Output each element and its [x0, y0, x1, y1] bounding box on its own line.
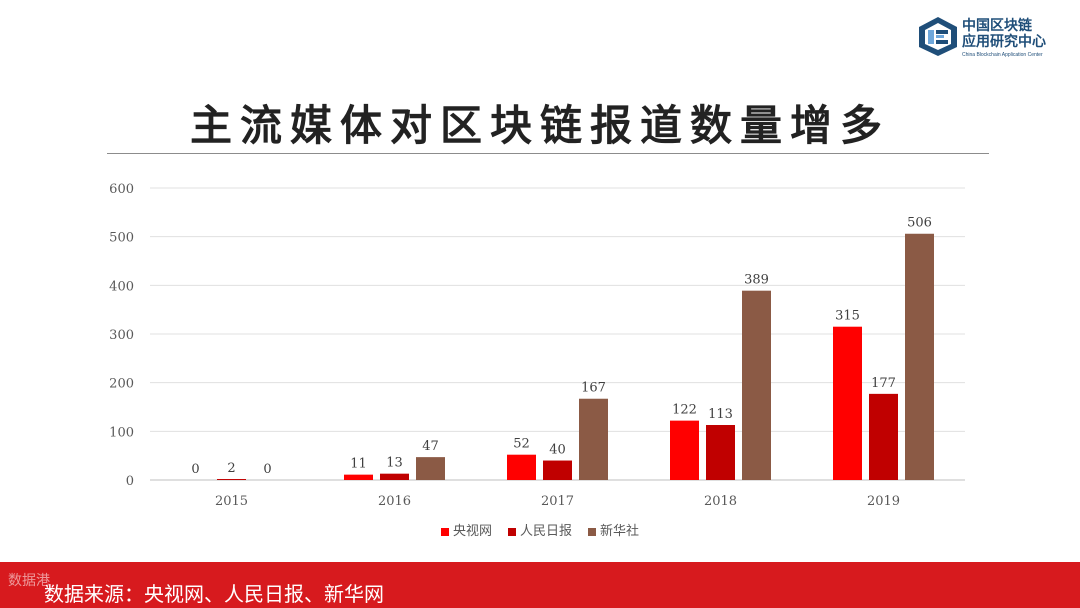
- bar: [579, 398, 608, 480]
- logo-english: China Blockchain Application Center: [962, 52, 1043, 58]
- data-source-text: 数据来源：央视网、人民日报、新华网: [44, 582, 384, 606]
- data-label: 2: [227, 461, 235, 476]
- x-tick-label: 2018: [704, 494, 737, 509]
- logo-line-2: 应用研究中心: [962, 34, 1046, 50]
- data-label: 506: [907, 216, 932, 231]
- bar: [507, 454, 536, 480]
- chart-legend: 央视网 人民日报 新华社: [0, 520, 1080, 539]
- x-tick-label: 2015: [215, 494, 248, 509]
- data-label: 167: [581, 381, 606, 396]
- bar: [905, 233, 934, 480]
- bar: [543, 460, 572, 480]
- data-label: 40: [549, 443, 566, 458]
- data-label: 11: [350, 457, 367, 472]
- bar: [869, 393, 898, 480]
- legend-label: 央视网: [452, 524, 492, 539]
- data-label: 122: [672, 403, 697, 418]
- data-label: 0: [263, 462, 271, 477]
- y-tick-label: 200: [109, 377, 134, 392]
- legend-swatch: [588, 527, 596, 536]
- bar: [380, 473, 409, 480]
- data-label: 52: [513, 437, 530, 452]
- y-tick-label: 100: [109, 425, 134, 440]
- data-label: 389: [744, 273, 769, 288]
- bar: [217, 479, 246, 480]
- data-label: 13: [386, 456, 403, 471]
- bar: [344, 474, 373, 480]
- y-tick-label: 300: [109, 328, 134, 343]
- x-tick-label: 2016: [378, 494, 411, 509]
- y-tick-label: 500: [109, 231, 134, 246]
- bar: [706, 425, 735, 480]
- legend-item: 央视网: [440, 520, 492, 539]
- y-tick-label: 400: [109, 279, 134, 294]
- bar: [833, 326, 862, 480]
- footer-bar: [0, 562, 1080, 608]
- bar: [670, 420, 699, 480]
- watermark: 数据港: [8, 573, 50, 589]
- legend-swatch: [440, 527, 449, 536]
- bar-chart: 0 100 200 300 400 500 600 2015 0 2 0 2016 11 13 47 2017…: [109, 182, 965, 509]
- legend-swatch: [507, 527, 516, 536]
- x-tick-label: 2019: [867, 494, 900, 509]
- legend-item: 新华社: [588, 520, 639, 539]
- data-label: 315: [835, 309, 860, 324]
- logo-mark-icon: [919, 17, 957, 56]
- logo-line-1: 中国区块链: [962, 18, 1032, 34]
- y-tick-label: 600: [109, 182, 134, 197]
- x-tick-label: 2017: [541, 494, 574, 509]
- bar: [742, 290, 771, 480]
- data-label: 47: [422, 439, 439, 454]
- logo-text: 中国区块链 应用研究中心: [962, 18, 1062, 50]
- legend-label: 人民日报: [519, 524, 572, 539]
- legend-label: 新华社: [600, 524, 640, 539]
- data-label: 0: [191, 462, 199, 477]
- y-tick-label: 0: [126, 474, 134, 489]
- data-label: 113: [708, 407, 733, 422]
- bar: [416, 457, 445, 480]
- page-title: 主流媒体对区块链报道数量增多: [189, 101, 890, 150]
- title-divider: [107, 153, 989, 154]
- logo: 中国区块链 应用研究中心 China Blockchain Applicatio…: [916, 16, 1066, 58]
- data-label: 177: [871, 376, 896, 391]
- legend-item: 人民日报: [507, 520, 572, 539]
